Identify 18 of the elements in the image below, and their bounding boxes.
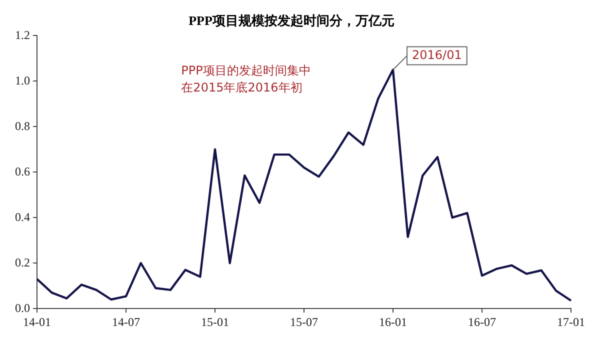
- x-tick-label: 15-01: [201, 314, 229, 329]
- y-tick-label: 0.0: [15, 300, 30, 315]
- y-tick-label: 0.6: [15, 164, 30, 178]
- x-tick-label: 14-07: [112, 314, 140, 329]
- y-tick-label: 0.2: [15, 255, 30, 270]
- annotation: 在2015年底2016年初: [181, 80, 302, 95]
- y-tick-label: 0.4: [15, 210, 30, 224]
- y-tick-label: 0.8: [15, 118, 30, 133]
- x-tick-label: 16-07: [468, 314, 496, 329]
- y-tick-label: 1.0: [15, 73, 30, 88]
- annotation: 2016/01: [412, 48, 462, 62]
- y-tick-label: 1.2: [15, 28, 30, 42]
- annotation: PPP项目的发起时间集中: [181, 64, 311, 78]
- x-tick-label: 17-01: [557, 314, 585, 329]
- chart-title: PPP项目规模按发起时间分，万亿元: [188, 13, 394, 28]
- x-tick-label: 14-01: [23, 314, 51, 329]
- x-tick-label: 15-07: [290, 314, 318, 329]
- x-tick-label: 16-01: [379, 314, 407, 329]
